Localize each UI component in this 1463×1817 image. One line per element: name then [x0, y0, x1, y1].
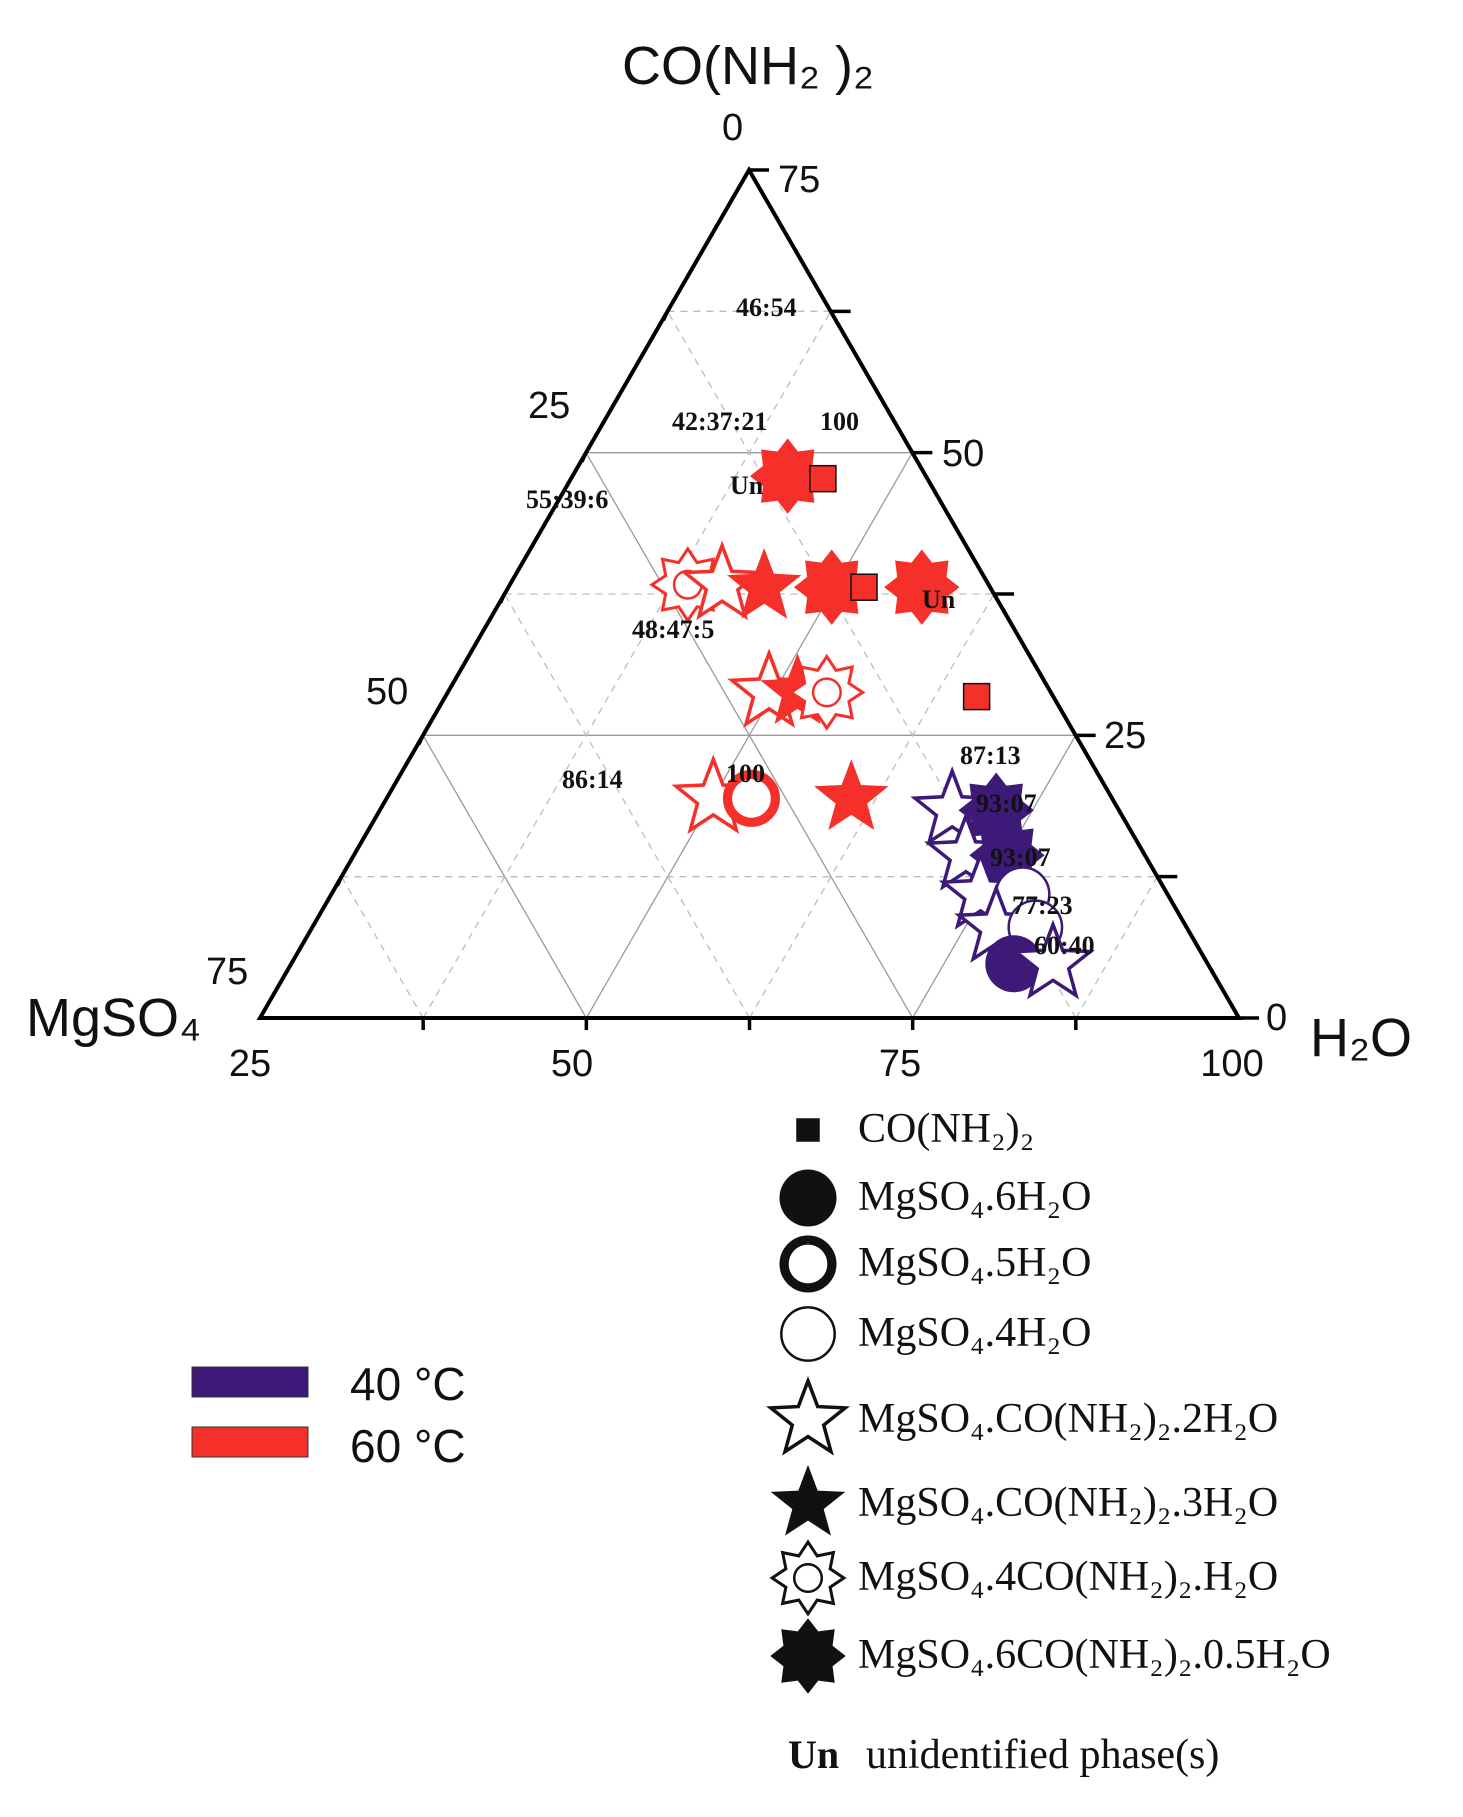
axis-title-top: CO(NH₂ )₂: [622, 36, 874, 96]
tick-label-right-50: 50: [942, 433, 984, 475]
marker-60c-s6-5: [794, 549, 870, 625]
legend-marker-s4: [769, 1539, 847, 1617]
grid-lines: [422, 452, 1077, 1018]
grid-line-l-1: [340, 876, 424, 1018]
data-markers: [649, 438, 1095, 1000]
annotation-100-top: 100: [820, 407, 859, 436]
tick-label-left-50: 50: [366, 671, 408, 713]
legend-marker-hexa: [779, 1169, 837, 1227]
tick-left-5: [661, 310, 670, 322]
tick-label-top-0: 0: [722, 107, 743, 149]
axis-title-right: H₂O: [1310, 1008, 1412, 1068]
marker-40c-s2-9: [1011, 919, 1095, 1000]
legend-marker-s2: [766, 1375, 850, 1456]
grid-line-r-1: [422, 311, 832, 1018]
annotation-77-23: 77:23: [1012, 891, 1073, 920]
annotation-60-40: 60:40: [1034, 931, 1095, 960]
legend-label-s2: MgSO₄.CO(NH₂)₂.2H₂O: [858, 1396, 1278, 1442]
annotation-un-right: Un: [922, 585, 956, 614]
annotation-86-14: 86:14: [562, 765, 623, 794]
legend-label-s6: MgSO₄.6CO(NH₂)₂.0.5H₂O: [858, 1632, 1331, 1678]
marker-60c-penta-13: [722, 769, 780, 827]
tick-label-bottom-50: 50: [551, 1043, 593, 1085]
legend-marker-penta: [779, 1235, 837, 1293]
annotation-55-39-6: 55:39:6: [526, 485, 608, 514]
annotation-48-47-5: 48:47:5: [632, 615, 714, 644]
annotation-93-07-b: 93:07: [990, 843, 1051, 872]
legend-label-s4: MgSO₄.4CO(NH₂)₂.H₂O: [858, 1554, 1278, 1600]
legend-marker-s3: [770, 1464, 846, 1536]
marker-60c-s3-14: [814, 759, 889, 830]
legend-label-s3: MgSO₄.CO(NH₂)₂.3H₂O: [858, 1480, 1278, 1526]
marker-60c-s2-3: [680, 540, 765, 621]
annotation-93-07-a: 93:07: [976, 789, 1037, 818]
legend-un-label: unidentified phase(s): [866, 1732, 1219, 1778]
annotation-100-mid: 100: [726, 759, 765, 788]
legend-marker-urea: [796, 1118, 820, 1142]
marker-60c-urea-6: [850, 573, 878, 601]
tick-left-1: [335, 875, 344, 887]
tick-label-left-25: 25: [528, 385, 570, 427]
tick-label-right-75: 75: [778, 159, 820, 201]
legend-label-urea: CO(NH₂)₂: [858, 1106, 1034, 1152]
legend-swatch-40c: [191, 1366, 309, 1398]
grid-line-r-3: [748, 593, 995, 1018]
legend-swatch-60c: [191, 1426, 309, 1458]
axis-ticks: [335, 168, 1259, 1030]
grid-line-l-2: [422, 735, 587, 1018]
legend-marker-tetra: [780, 1306, 836, 1362]
phase-legend: CO(NH₂)₂ MgSO₄.6H₂O MgSO₄.5H₂O MgSO₄.4H₂O Mg…: [766, 1106, 1331, 1694]
marker-60c-s6-7: [884, 549, 960, 625]
annotation-87-13: 87:13: [960, 741, 1021, 770]
grid-line-l-4: [585, 452, 914, 1018]
legend-un-symbol: Un: [788, 1732, 839, 1777]
tick-left-2: [417, 734, 425, 746]
annotation-46-54: 46:54: [736, 293, 797, 322]
legend-temp-40c: 40 °C: [350, 1358, 466, 1410]
marker-60c-s6-0: [750, 438, 826, 514]
annotation-un-center: Un: [730, 471, 764, 500]
tick-label-bottom-25: 25: [229, 1043, 271, 1085]
tick-left-3: [498, 593, 507, 604]
grid-line-l-3: [503, 593, 751, 1018]
tick-label-right-0: 0: [1266, 997, 1287, 1039]
annotation-42-37-21: 42:37:21: [672, 407, 767, 436]
grid-line-r-5: [1075, 876, 1158, 1018]
tick-label-left-75: 75: [206, 951, 248, 993]
tick-label-bottom-75: 75: [879, 1043, 921, 1085]
legend-marker-s6: [770, 1618, 846, 1694]
marker-60c-urea-1: [809, 464, 837, 493]
marker-60c-s4-10: [788, 653, 866, 731]
legend-temp-60c: 60 °C: [350, 1420, 466, 1472]
tick-label-right-25: 25: [1104, 715, 1146, 757]
legend-label-hexa: MgSO₄.6H₂O: [858, 1174, 1091, 1220]
tick-label-bottom-100: 100: [1200, 1043, 1263, 1085]
axis-title-left: MgSO₄: [26, 988, 201, 1048]
tick-left-4: [580, 451, 588, 463]
marker-60c-urea-11: [962, 682, 991, 711]
legend-label-penta: MgSO₄.5H₂O: [858, 1240, 1091, 1286]
marker-60c-s3-4: [727, 548, 802, 619]
legend-label-tetra: MgSO₄.4H₂O: [858, 1310, 1091, 1356]
